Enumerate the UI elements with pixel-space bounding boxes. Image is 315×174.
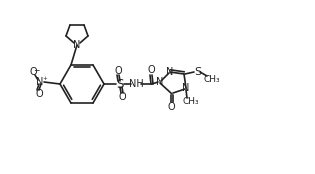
Text: N: N	[182, 83, 190, 93]
Text: CH₃: CH₃	[204, 74, 220, 84]
Text: O: O	[29, 67, 37, 77]
Text: CH₃: CH₃	[183, 97, 199, 106]
Text: O: O	[35, 89, 43, 99]
Text: −: −	[33, 66, 40, 75]
Text: N: N	[156, 77, 164, 87]
Text: O: O	[167, 102, 175, 112]
Text: N: N	[73, 40, 81, 50]
Text: N: N	[166, 67, 174, 77]
Text: +: +	[42, 76, 47, 81]
Text: S: S	[116, 77, 124, 90]
Text: N: N	[36, 77, 44, 87]
Text: O: O	[114, 66, 122, 76]
Text: O: O	[147, 65, 155, 75]
Text: NH: NH	[129, 79, 143, 89]
Text: O: O	[118, 92, 126, 102]
Text: S: S	[194, 67, 202, 77]
